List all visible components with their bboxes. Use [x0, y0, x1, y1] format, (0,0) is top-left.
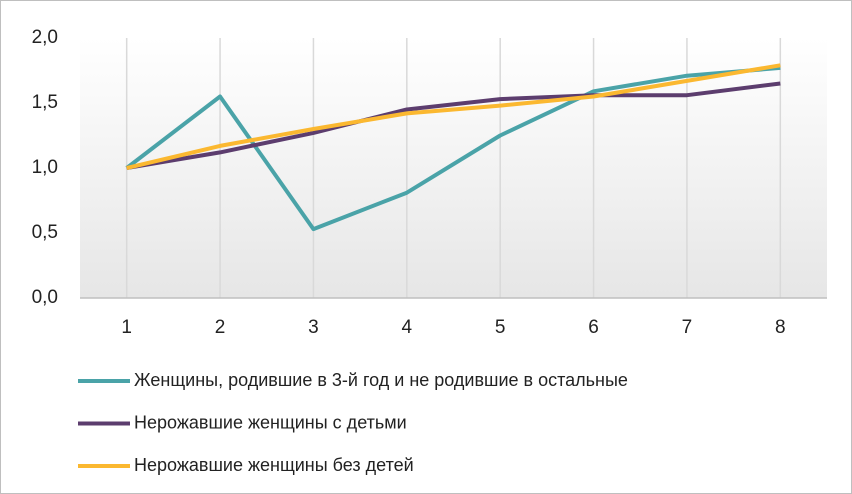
x-tick-label: 3 — [308, 317, 319, 338]
plot-area — [80, 38, 827, 298]
x-tick-label: 5 — [495, 317, 506, 338]
y-tick-label: 1,0 — [32, 157, 58, 178]
series-line — [126, 81, 781, 170]
series-line — [126, 63, 781, 170]
x-tick-label: 4 — [402, 317, 413, 338]
y-tick-label: 1,5 — [32, 92, 58, 113]
x-tick-label: 8 — [775, 317, 786, 338]
y-tick-label: 2,0 — [32, 27, 58, 48]
legend-label: Женщины, родившие в 3-й год и не родивши… — [134, 370, 628, 390]
x-tick-label: 6 — [588, 317, 599, 338]
x-tick-label: 7 — [682, 317, 693, 338]
legend-label: Нерожавшие женщины без детей — [134, 455, 414, 475]
y-tick-label: 0,5 — [32, 222, 58, 243]
legend-label: Нерожавшие женщины с детьми — [134, 412, 407, 432]
x-tick-label: 1 — [121, 317, 132, 338]
x-tick-label: 2 — [215, 317, 226, 338]
y-tick-label: 0,0 — [32, 287, 58, 308]
series-line — [125, 65, 781, 232]
